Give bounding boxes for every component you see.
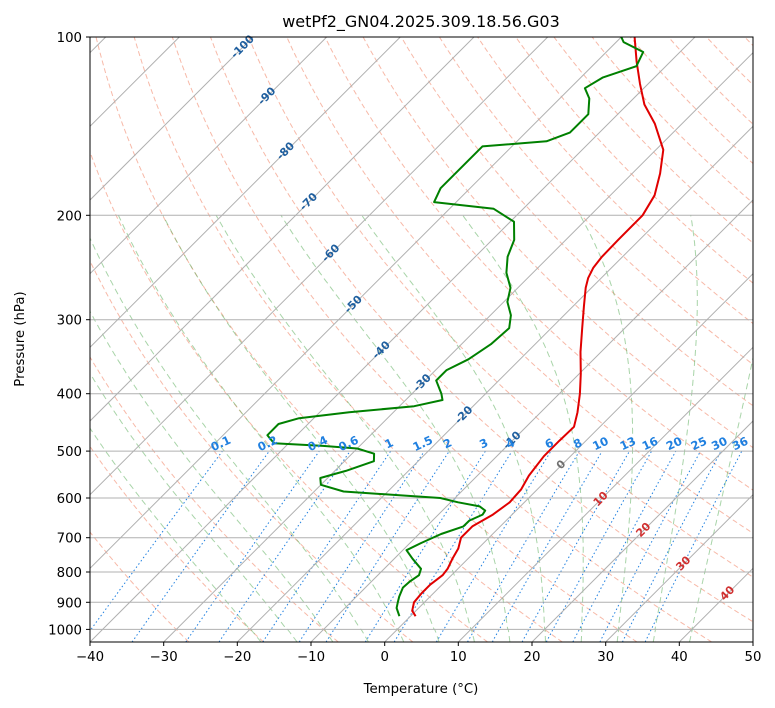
y-tick-label: 100	[57, 31, 82, 46]
x-tick-label: −10	[297, 650, 325, 665]
isotherm-line	[531, 420, 753, 642]
x-tick-label: −30	[150, 650, 178, 665]
isotherm-line	[752, 641, 753, 642]
x-tick-label: −40	[76, 650, 104, 665]
mixing-ratio-label: 30	[709, 434, 729, 453]
isotherm-line	[90, 37, 401, 349]
moist-adiabat-line	[652, 215, 698, 642]
dry-adiabat-line	[515, 37, 753, 284]
mixing-ratio-label: 25	[689, 434, 709, 453]
moist-adiabat-line	[579, 215, 634, 642]
x-tick-label: 10	[450, 650, 467, 665]
y-tick-label: 900	[57, 596, 82, 611]
mixing-ratio-lines	[90, 450, 743, 642]
mixing-ratio-line	[393, 450, 513, 642]
y-tick-label: 800	[57, 566, 82, 581]
isotherm-line	[90, 37, 549, 496]
dry-adiabat-line	[324, 37, 753, 491]
mixing-ratio-label: 10	[590, 434, 610, 453]
moist-adiabat-line	[361, 215, 546, 642]
y-tick-label: 200	[57, 209, 82, 224]
mixing-ratio-label: 16	[640, 434, 660, 453]
moist-adiabat-line	[90, 236, 369, 642]
plot-frame	[89, 36, 754, 643]
moist-adiabat-line	[215, 215, 475, 642]
moist-adiabat-line	[280, 215, 511, 642]
mixing-ratio-line	[185, 450, 320, 642]
moist-adiabat-line	[117, 215, 405, 642]
isotherm-line	[90, 37, 475, 422]
mixing-ratio-label: 20	[664, 434, 684, 453]
isotherm-line	[90, 37, 696, 642]
mixing-ratio-line	[131, 450, 270, 642]
isotherm-line	[163, 51, 753, 642]
x-tick-label: 30	[597, 650, 614, 665]
dry-adiabat-line	[400, 37, 753, 407]
y-tick-label: 1000	[48, 623, 82, 638]
dry-adiabat-line	[438, 37, 753, 366]
sounding-profiles	[266, 37, 665, 617]
y-tick-label: 500	[57, 445, 82, 460]
isotherm-line	[90, 37, 622, 570]
dry-adiabat-line	[171, 37, 712, 642]
x-tick-label: 0	[380, 650, 388, 665]
y-axis-title: Pressure (hPa)	[13, 291, 28, 386]
isotherm-line	[90, 37, 254, 201]
mixing-ratio-line	[644, 450, 743, 642]
isotherm-line	[605, 493, 753, 642]
y-tick-label: 700	[57, 532, 82, 547]
dry-adiabat-line	[90, 150, 488, 642]
x-tick-label: 20	[524, 650, 541, 665]
y-axis-ticks: 100 200 300 400 500 600 700 800 900 1000	[48, 31, 90, 638]
x-axis-title: Temperature (°C)	[363, 682, 479, 697]
temperature-profile	[411, 37, 665, 617]
y-tick-label: 400	[57, 388, 82, 403]
isotherm-line	[90, 37, 328, 275]
dry-adiabat-line	[90, 445, 264, 642]
isotherm-line	[457, 346, 753, 642]
mixing-ratio-line	[325, 450, 450, 642]
moist-adiabat-line	[462, 215, 584, 642]
isotherm-line	[310, 199, 753, 642]
y-tick-label: 300	[57, 314, 82, 329]
dry-adiabat-line	[133, 37, 638, 642]
dewpoint-profile	[266, 37, 645, 617]
moist-adiabats	[90, 215, 753, 642]
x-axis-ticks: −40 −30 −20 −10 0 10 20 30 40 50	[76, 642, 761, 665]
x-tick-label: −20	[223, 650, 251, 665]
y-tick-label: 600	[57, 492, 82, 507]
mixing-ratio-line	[218, 450, 351, 642]
plot-background	[90, 37, 753, 642]
mixing-ratio-line	[545, 450, 653, 642]
dry-adiabat-line	[210, 37, 753, 623]
dry-adiabats	[90, 37, 753, 642]
isotherm-line	[236, 125, 753, 642]
x-tick-label: 40	[671, 650, 688, 665]
dry-adiabat-line	[90, 531, 190, 642]
mixing-ratio-line	[521, 450, 630, 642]
dry-adiabat-line	[90, 356, 339, 642]
mixing-ratio-label: 13	[618, 434, 638, 453]
isotherm-line	[384, 272, 753, 642]
chart-title: wetPf2_GN04.2025.309.18.56.G03	[282, 12, 560, 32]
mixing-ratio-label: 36	[730, 434, 750, 453]
moist-adiabat-line	[90, 372, 298, 642]
mixing-ratio-line	[90, 450, 223, 632]
mixing-ratio-line	[262, 450, 392, 642]
mixing-ratio-line	[572, 450, 677, 642]
dry-adiabat-line	[248, 37, 753, 578]
x-tick-label: 50	[745, 650, 762, 665]
skewed-isotherms	[90, 37, 753, 642]
